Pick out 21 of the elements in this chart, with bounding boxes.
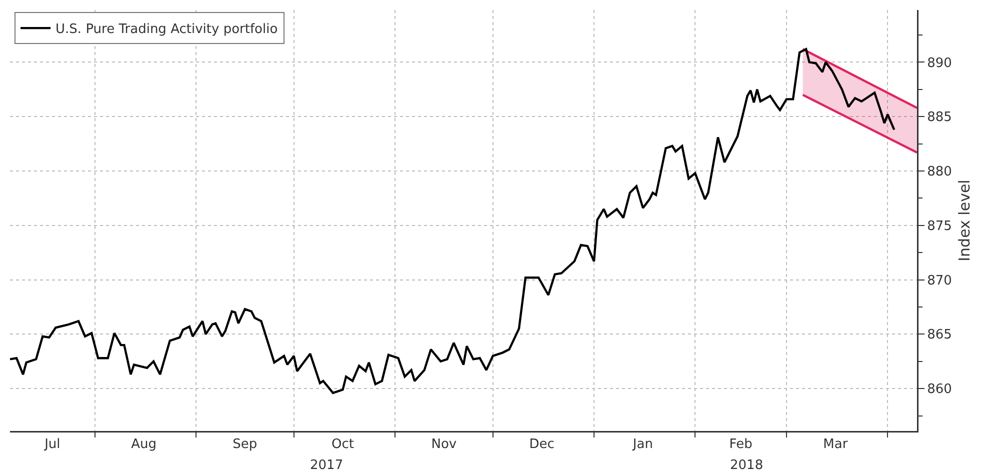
y-axis-title: Index level bbox=[956, 180, 974, 262]
y-tick-label: 860 bbox=[927, 382, 952, 398]
x-tick-label: Aug bbox=[131, 437, 156, 452]
x-tick-label: Mar bbox=[823, 437, 848, 452]
x-tick-label: Feb bbox=[729, 437, 752, 452]
y-tick-label: 865 bbox=[927, 328, 952, 343]
legend-label: U.S. Pure Trading Activity portfolio bbox=[56, 22, 278, 38]
line-series bbox=[10, 48, 896, 394]
y-tick-label: 885 bbox=[927, 110, 952, 126]
y-tick-label: 875 bbox=[927, 218, 952, 234]
x-tick-label: Jul bbox=[44, 437, 60, 452]
x-tick-label: Jan bbox=[632, 437, 653, 452]
y-tick-label: 880 bbox=[927, 164, 952, 180]
x-tick-label: Oct bbox=[332, 437, 354, 452]
x-tick-label: Nov bbox=[431, 437, 457, 452]
y-tick-label: 870 bbox=[927, 273, 952, 288]
x-tick-label: Sep bbox=[232, 437, 258, 452]
y-tick-label: 890 bbox=[927, 56, 952, 71]
text: 2018 bbox=[730, 458, 764, 473]
text: 2017 bbox=[310, 458, 344, 473]
x-tick-label: Dec bbox=[529, 437, 554, 452]
